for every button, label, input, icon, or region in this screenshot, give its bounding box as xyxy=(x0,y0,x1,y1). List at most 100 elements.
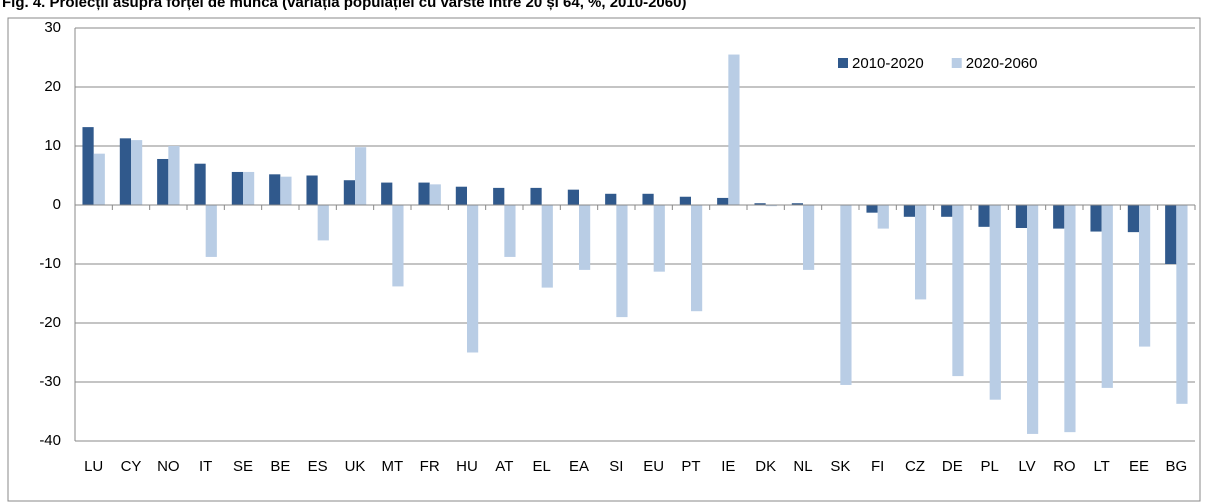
bar xyxy=(728,54,740,205)
y-tick-label: -20 xyxy=(39,314,61,331)
chart-title: Fig. 4. Proiecții asupra forței de muncă… xyxy=(2,0,686,11)
legend-swatch xyxy=(951,58,962,68)
bar xyxy=(194,163,206,205)
bar xyxy=(803,205,815,270)
bar xyxy=(1139,205,1151,347)
bar xyxy=(915,205,927,300)
bar xyxy=(343,180,355,205)
bar xyxy=(1027,205,1039,434)
x-tick-label: FI xyxy=(871,458,884,475)
x-tick-label: SI xyxy=(609,458,623,475)
x-tick-label: LV xyxy=(1018,458,1035,475)
bar xyxy=(903,205,915,217)
x-tick-label: EL xyxy=(532,458,550,475)
bar xyxy=(1064,205,1076,433)
bar xyxy=(530,187,542,205)
bar xyxy=(989,205,1001,400)
x-tick-label: NL xyxy=(793,458,812,475)
y-tick-label: -10 xyxy=(39,255,61,272)
bar xyxy=(455,186,467,205)
legend-swatch xyxy=(838,58,848,68)
bar xyxy=(1090,205,1102,232)
bar xyxy=(93,153,105,205)
bar xyxy=(765,205,777,207)
x-tick-label: PT xyxy=(681,458,700,475)
x-tick-label: UK xyxy=(345,458,366,475)
legend-label: 2020-2060 xyxy=(966,55,1038,72)
bar xyxy=(642,193,654,205)
bar xyxy=(504,205,516,257)
x-tick-label: EA xyxy=(569,458,589,475)
x-tick-label: IT xyxy=(199,458,212,475)
bar xyxy=(269,174,281,205)
bar xyxy=(168,146,180,205)
bar xyxy=(717,197,729,205)
bar xyxy=(541,205,553,288)
bar xyxy=(866,205,878,213)
x-tick-label: RO xyxy=(1053,458,1076,475)
bar xyxy=(317,205,329,241)
bar xyxy=(579,205,591,270)
x-tick-label: BE xyxy=(270,458,290,475)
bar xyxy=(653,205,665,272)
y-tick-label: 30 xyxy=(44,19,61,36)
bar xyxy=(1053,205,1065,229)
bar xyxy=(381,182,393,205)
x-tick-label: FR xyxy=(420,458,440,475)
bar xyxy=(493,187,505,205)
bar xyxy=(467,205,479,353)
bar xyxy=(429,184,441,205)
bar xyxy=(82,127,94,205)
bar xyxy=(418,182,430,205)
bar xyxy=(952,205,964,377)
bar xyxy=(877,205,889,229)
x-tick-label: DE xyxy=(942,458,963,475)
bar xyxy=(231,171,243,205)
x-tick-label: EE xyxy=(1129,458,1149,475)
x-tick-label: LU xyxy=(84,458,103,475)
x-tick-label: DK xyxy=(755,458,776,475)
x-tick-label: EU xyxy=(643,458,664,475)
bar xyxy=(941,205,953,217)
x-tick-label: BG xyxy=(1165,458,1187,475)
bar xyxy=(691,205,703,312)
x-tick-label: LT xyxy=(1093,458,1109,475)
bar xyxy=(791,203,803,205)
y-tick-label: 0 xyxy=(53,196,61,213)
bar xyxy=(157,158,169,205)
y-tick-label: 10 xyxy=(44,137,61,154)
bar xyxy=(1127,205,1139,233)
y-tick-label: -30 xyxy=(39,373,61,390)
bar xyxy=(1015,205,1027,229)
x-tick-label: PL xyxy=(980,458,998,475)
y-tick-label: -40 xyxy=(39,432,61,449)
x-tick-label: NO xyxy=(157,458,180,475)
bar xyxy=(243,171,255,205)
x-tick-label: CY xyxy=(121,458,142,475)
legend-label: 2010-2020 xyxy=(852,55,924,72)
x-tick-label: SE xyxy=(233,458,253,475)
bar xyxy=(679,196,691,205)
bar xyxy=(605,193,617,205)
bar xyxy=(754,203,766,205)
y-tick-label: 20 xyxy=(44,78,61,95)
bar xyxy=(119,138,131,205)
bar xyxy=(306,175,318,205)
bar xyxy=(1101,205,1113,388)
x-tick-label: HU xyxy=(456,458,478,475)
bar xyxy=(1165,205,1177,264)
bar xyxy=(280,176,292,205)
bar xyxy=(616,205,628,318)
bar xyxy=(978,205,990,227)
x-tick-label: AT xyxy=(495,458,513,475)
bar xyxy=(840,205,852,385)
x-tick-label: SK xyxy=(830,458,850,475)
bar xyxy=(392,205,404,287)
bar xyxy=(131,140,143,205)
x-tick-label: CZ xyxy=(905,458,925,475)
bar xyxy=(205,205,217,257)
x-tick-label: MT xyxy=(381,458,403,475)
bar xyxy=(355,147,367,205)
x-tick-label: ES xyxy=(308,458,328,475)
